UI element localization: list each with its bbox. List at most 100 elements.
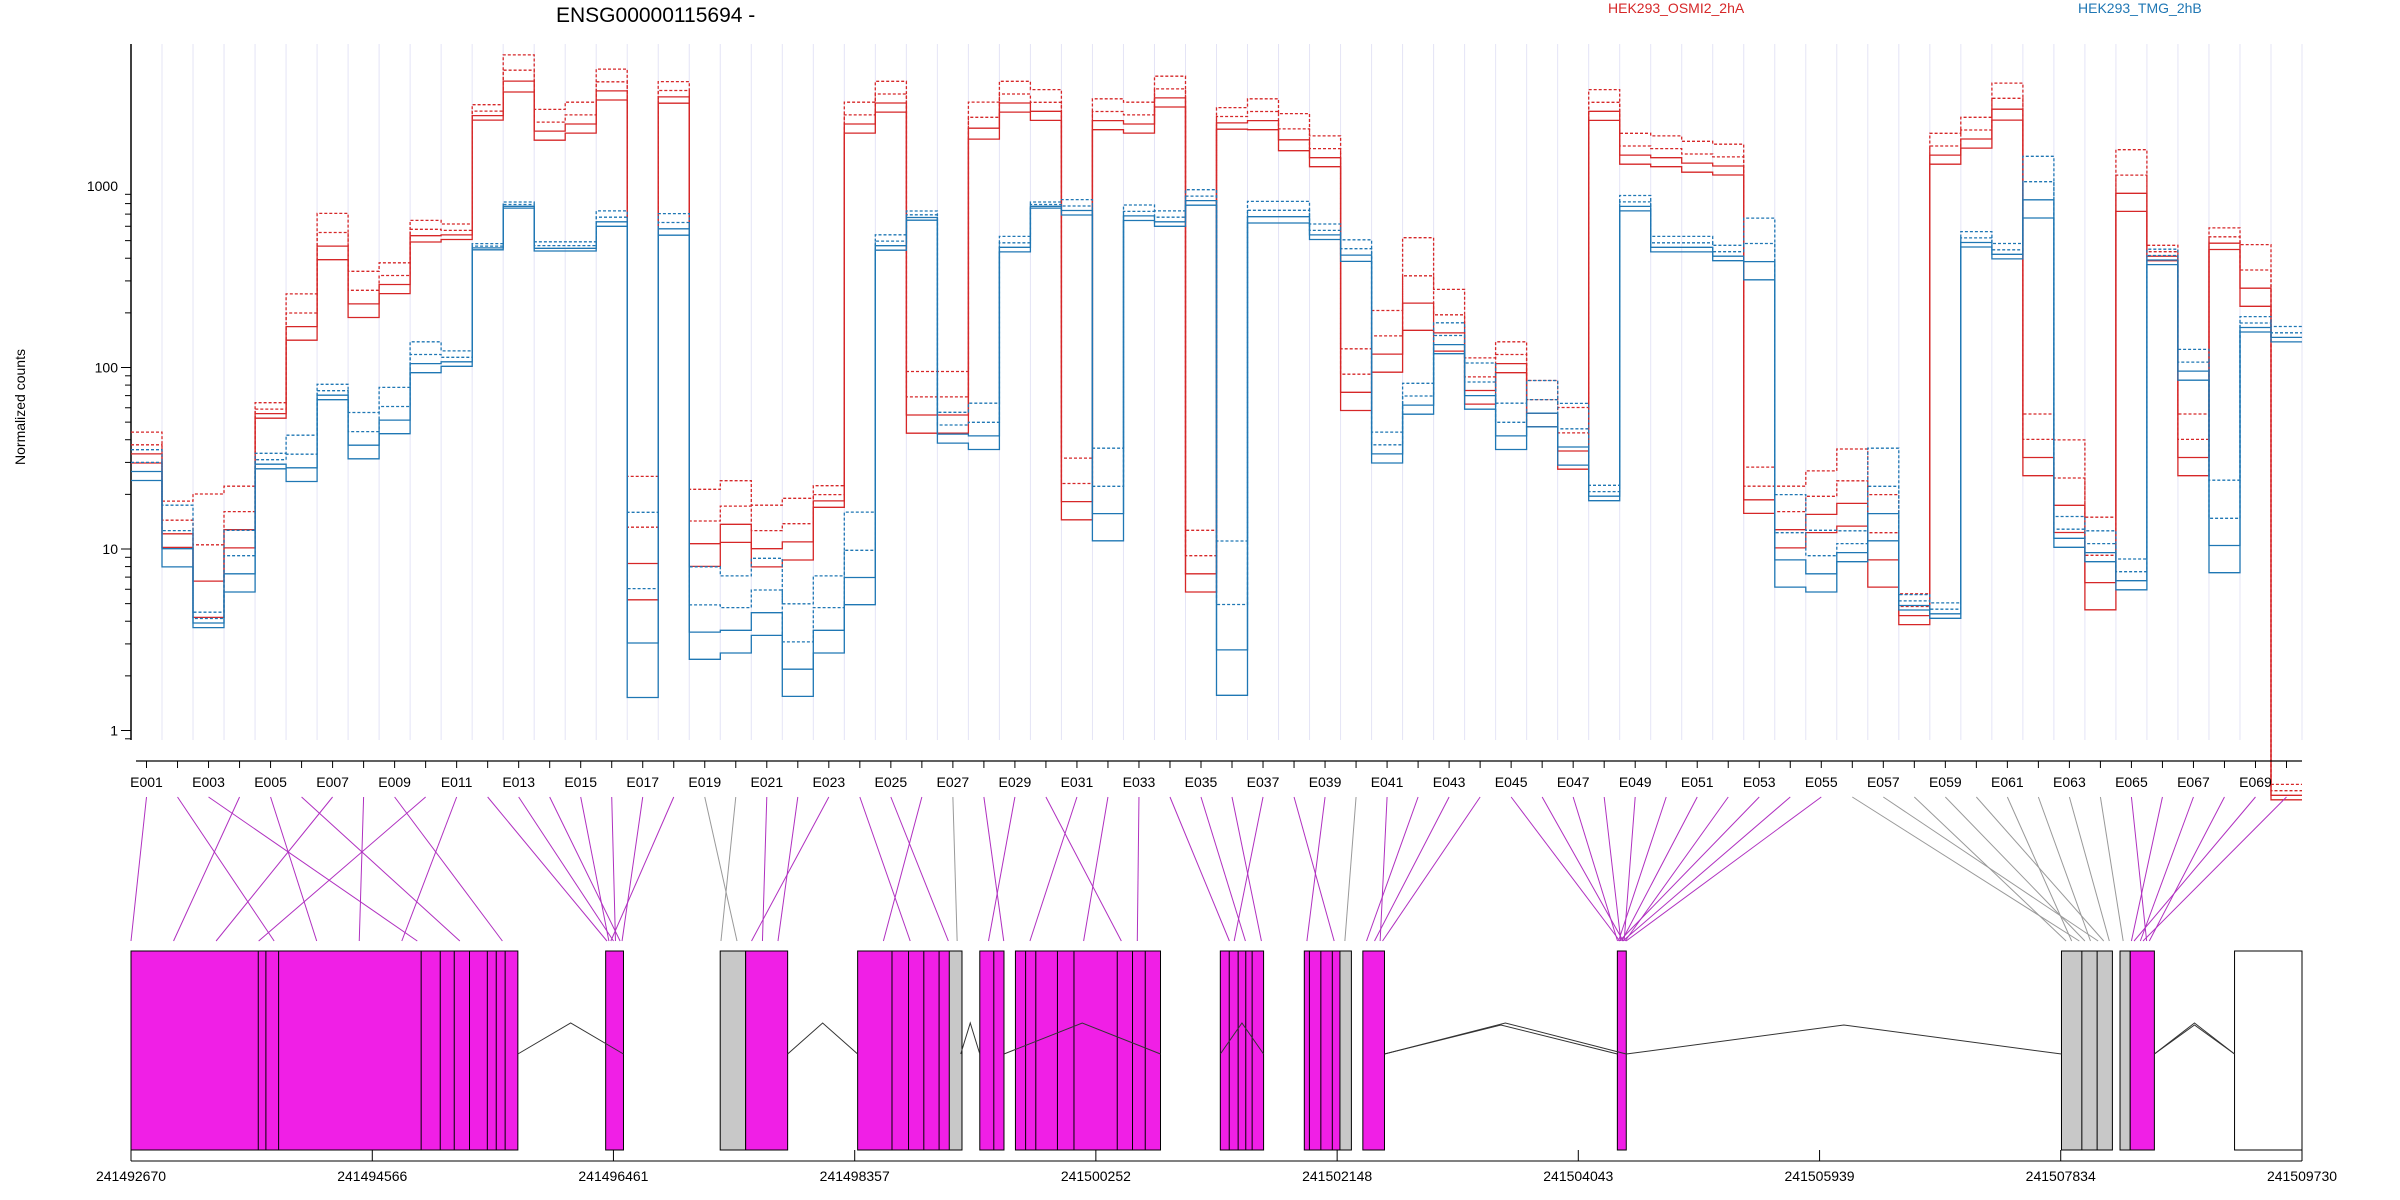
- connector-line: [1622, 796, 1791, 942]
- exon-block: [979, 950, 1005, 1151]
- connector-line: [1029, 796, 1078, 942]
- exon-block: [745, 950, 789, 1151]
- connector-line: [952, 796, 958, 942]
- connector-line: [1621, 796, 1698, 942]
- connector-line: [177, 796, 275, 942]
- connector-line: [983, 796, 1005, 942]
- exon-tick-label: E005: [254, 774, 287, 790]
- connector-line: [1619, 796, 1760, 942]
- exon-tick-label: E043: [1433, 774, 1466, 790]
- y-tick-label: 1: [110, 723, 118, 739]
- connector-line: [1618, 796, 1667, 942]
- connector-line: [130, 796, 148, 942]
- noncounted-exon-block: [719, 950, 747, 1151]
- exon-tick-label: E041: [1371, 774, 1404, 790]
- series-line: [131, 54, 2302, 786]
- connector-line: [173, 796, 241, 942]
- connector-line: [2130, 796, 2148, 942]
- exon-tick-label: E039: [1309, 774, 1342, 790]
- exon-tick-label: E031: [1061, 774, 1094, 790]
- connector-line: [720, 796, 737, 942]
- connector-line: [358, 796, 365, 942]
- exon-tick-label: E023: [812, 774, 845, 790]
- connector-line: [1169, 796, 1230, 942]
- legend-entry-tmg: HEK293_TMG_2hB: [2078, 0, 2202, 16]
- genomic-tick-label: 241496461: [578, 1168, 648, 1184]
- exon-block: [1219, 950, 1265, 1151]
- connector-line: [890, 796, 949, 942]
- connector-line: [1306, 796, 1326, 942]
- intron-line: [1219, 1022, 1264, 1055]
- connector-line: [988, 796, 1016, 942]
- exon-tick-label: E033: [1123, 774, 1156, 790]
- connector-line: [1572, 796, 1619, 942]
- exon-tick-label: E015: [564, 774, 597, 790]
- exon-tick-label: E059: [1929, 774, 1962, 790]
- connector-line: [1083, 796, 1109, 942]
- exon-block: [2129, 950, 2155, 1151]
- exon-tick-label: E051: [1681, 774, 1714, 790]
- exon-tick-label: E001: [130, 774, 163, 790]
- noncounted-exon-block: [948, 950, 963, 1151]
- connector-line: [2142, 796, 2287, 942]
- exon-block: [605, 950, 624, 1151]
- exon-tick-label: E027: [937, 774, 970, 790]
- connector-line: [580, 796, 610, 942]
- exon-tick-label: E035: [1185, 774, 1218, 790]
- connector-line: [882, 796, 923, 942]
- exon-tick-label: E017: [626, 774, 659, 790]
- connector-line: [621, 796, 644, 942]
- genomic-coordinate-axis: 241492670 241494566 241496461 241498357 2415…: [96, 1150, 2337, 1184]
- series-line: [131, 155, 2302, 613]
- intron-line: [2154, 1024, 2235, 1055]
- intron-line: [1384, 1024, 1618, 1055]
- connector-line: [1374, 796, 1450, 942]
- exon-tick-label: E061: [1991, 774, 2024, 790]
- connector-line: [1366, 796, 1419, 942]
- y-tick-label: 10: [102, 541, 118, 557]
- genomic-tick-label: 241505939: [1785, 1168, 1855, 1184]
- exon-connector-lines: [130, 796, 2287, 942]
- exon-tick-label: E069: [2239, 774, 2272, 790]
- terminal-exon-block: [2234, 950, 2303, 1151]
- connector-line: [1603, 796, 1622, 942]
- connector-line: [1625, 796, 1822, 942]
- y-tick-label: 100: [95, 360, 119, 376]
- connector-line: [1231, 796, 1262, 942]
- exon-tick-label: E009: [378, 774, 411, 790]
- intron-line: [960, 1021, 981, 1055]
- genomic-tick-label: 241507834: [2026, 1168, 2096, 1184]
- connector-line: [1379, 796, 1388, 942]
- connector-line: [1944, 796, 2086, 942]
- connector-line: [1200, 796, 1246, 942]
- exon-block: [130, 950, 519, 1151]
- connector-line: [2006, 796, 2073, 942]
- exon-tick-label: E021: [750, 774, 783, 790]
- genomic-tick-label: 241492670: [96, 1168, 166, 1184]
- exon-tick-label: E013: [502, 774, 535, 790]
- noncounted-exon-block: [2060, 950, 2113, 1151]
- connector-line: [2130, 796, 2163, 942]
- y-tick-label: 1000: [87, 178, 118, 194]
- legend-entry-osmi2: HEK293_OSMI2_2hA: [1608, 0, 1745, 16]
- connector-line: [518, 796, 614, 942]
- y-axis: 1 10 100 1000: [87, 44, 132, 740]
- series-osmi2: [131, 54, 2302, 801]
- exon-tick-label: E025: [874, 774, 907, 790]
- connector-line: [2133, 796, 2256, 942]
- intron-line: [1384, 1022, 1627, 1055]
- intron-line: [1626, 1024, 2062, 1055]
- connector-line: [1382, 796, 1481, 942]
- connector-line: [208, 796, 418, 942]
- connector-line: [549, 796, 621, 942]
- exon-tick-label: E003: [192, 774, 225, 790]
- connector-line: [2139, 796, 2194, 942]
- connector-line: [487, 796, 608, 942]
- exon-tick-label: E049: [1619, 774, 1652, 790]
- exon-tick-label: E007: [316, 774, 349, 790]
- connector-line: [1510, 796, 1621, 942]
- connector-line: [1045, 796, 1122, 942]
- exon-tick-label: E019: [688, 774, 721, 790]
- connector-line: [1293, 796, 1335, 942]
